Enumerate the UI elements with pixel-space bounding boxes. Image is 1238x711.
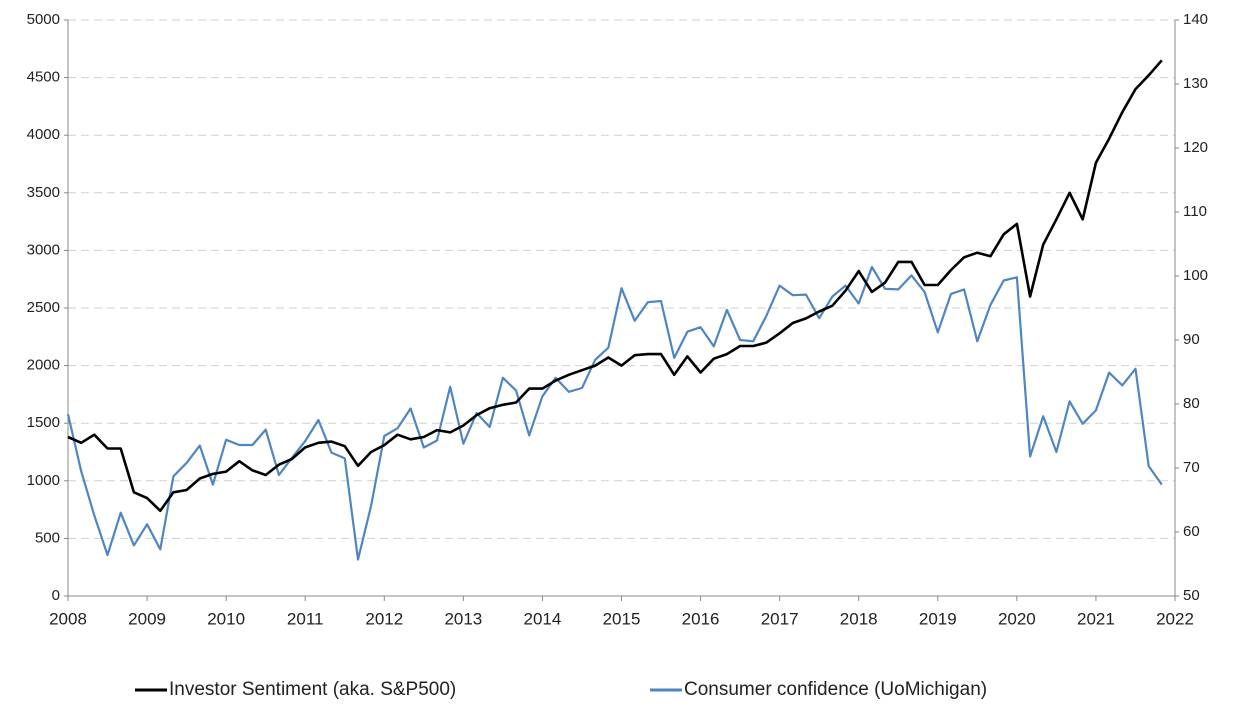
y2-tick-label: 70 [1183,459,1200,476]
y2-tick-label: 100 [1183,267,1208,284]
y-tick-label: 500 [35,529,60,546]
y-tick-label: 3500 [27,184,60,201]
legend-label: Investor Sentiment (aka. S&P500) [169,679,456,700]
y-tick-label: 3000 [27,241,60,258]
x-tick-label: 2013 [444,609,482,628]
x-tick-label: 2012 [365,609,403,628]
x-tick-label: 2008 [49,609,87,628]
y2-tick-label: 50 [1183,587,1200,604]
x-tick-label: 2010 [207,609,245,628]
x-tick-label: 2018 [840,609,878,628]
x-tick-label: 2009 [128,609,166,628]
x-tick-label: 2020 [998,609,1036,628]
y2-tick-label: 90 [1183,331,1200,348]
x-tick-label: 2021 [1077,609,1115,628]
y2-tick-label: 120 [1183,139,1208,156]
y-tick-label: 4500 [27,69,60,86]
y-tick-label: 2000 [27,357,60,374]
x-tick-label: 2011 [287,609,324,628]
y-tick-label: 4000 [27,126,60,143]
y2-tick-label: 130 [1183,75,1208,92]
x-tick-label: 2019 [919,609,957,628]
y-tick-label: 2500 [27,299,60,316]
y2-tick-label: 110 [1183,203,1207,220]
x-tick-label: 2017 [761,609,799,628]
y-tick-label: 0 [52,587,60,604]
y-tick-label: 5000 [27,11,60,28]
series-line [66,265,1163,561]
x-tick-label: 2022 [1156,609,1194,628]
x-tick-label: 2015 [603,609,641,628]
y-tick-label: 1000 [27,472,60,489]
legend-label: Consumer confidence (UoMichigan) [684,679,987,700]
series-line [67,59,1163,513]
y2-tick-label: 80 [1183,395,1200,412]
y2-tick-label: 140 [1183,11,1208,28]
y-tick-label: 1500 [27,414,60,431]
x-tick-label: 2016 [682,609,720,628]
y2-tick-label: 60 [1183,523,1200,540]
x-tick-label: 2014 [524,609,562,628]
legend: Investor Sentiment (aka. S&P500) Consumer… [135,679,987,700]
